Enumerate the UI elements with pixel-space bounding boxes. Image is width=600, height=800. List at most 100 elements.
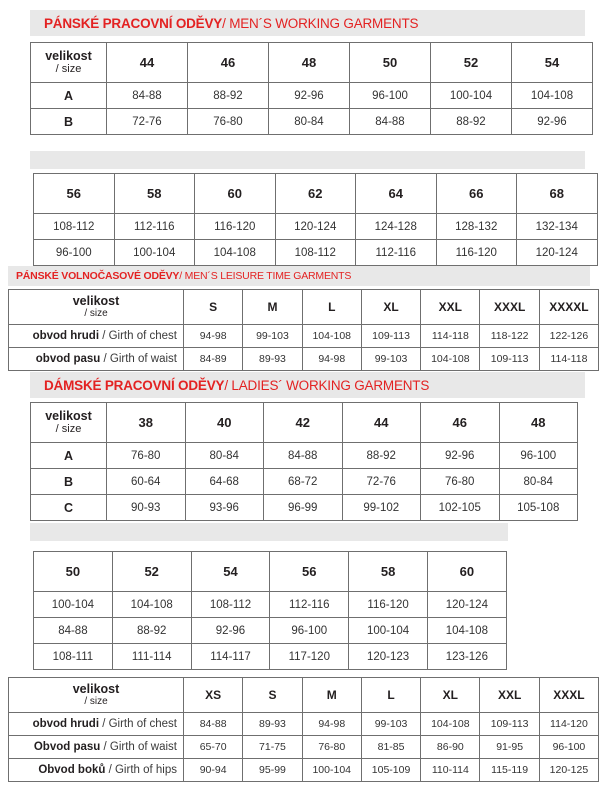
size-header: 60 xyxy=(194,173,276,214)
table-cell: 116-120 xyxy=(194,213,276,240)
header-velikost: velikost / size xyxy=(8,677,184,713)
size-header: 44 xyxy=(106,42,188,83)
table-row: 96-100 100-104 104-108 108-112 112-116 1… xyxy=(33,239,598,266)
table-cell: 99-102 xyxy=(341,494,421,521)
banner-ladies-working-cont xyxy=(30,523,508,541)
table-cell: 84-88 xyxy=(106,82,188,109)
table-cell: 89-93 xyxy=(242,712,303,736)
row-label: B xyxy=(30,468,107,495)
row-label: obvod hrudi / Girth of chest xyxy=(8,712,184,736)
size-header: S xyxy=(242,677,303,713)
table-row: 108-112 112-116 116-120 120-124 124-128 … xyxy=(33,213,598,240)
table-cell: 60-64 xyxy=(106,468,186,495)
banner-title-cz: PÁNSKÉ PRACOVNÍ ODĚVY xyxy=(44,15,223,31)
table-row: A 76-80 80-84 84-88 88-92 92-96 96-100 xyxy=(30,442,578,469)
table-cell: 120-124 xyxy=(516,239,598,266)
row-label-cz: Obvod pasu xyxy=(33,741,101,753)
table-cell: 86-90 xyxy=(420,735,481,759)
table-cell: 76-80 xyxy=(187,108,269,135)
table-cell: 114-118 xyxy=(420,324,481,348)
row-label: B xyxy=(30,108,107,135)
table-cell: 109-113 xyxy=(360,324,422,348)
size-header: 50 xyxy=(33,551,113,592)
table-cell: 84-88 xyxy=(182,712,244,736)
table-cell: 124-128 xyxy=(355,213,437,240)
table-row-header: 56 58 60 62 64 66 68 xyxy=(33,173,598,214)
row-label-cz: obvod hrudi xyxy=(32,718,100,730)
row-label-en: / Girth of hips xyxy=(105,764,177,776)
header-velikost-cz: velikost xyxy=(72,294,120,309)
size-header: 58 xyxy=(113,173,195,214)
table-cell: 92-96 xyxy=(268,82,350,109)
table-cell: 118-122 xyxy=(479,324,540,348)
table-row-header: velikost / size S M L XL XXL XXXL XXXXL xyxy=(8,289,600,325)
table-cell: 80-84 xyxy=(498,468,578,495)
table-cell: 112-116 xyxy=(113,213,195,240)
table-row: obvod pasu / Girth of waist 84-89 89-93 … xyxy=(8,347,600,371)
size-header: 48 xyxy=(498,402,578,443)
size-header: 52 xyxy=(111,551,192,592)
header-velikost-cz: velikost xyxy=(45,408,92,423)
table-ladies-leisure: velikost / size XS S M L XL XXL XXXL obv… xyxy=(8,677,600,782)
table-cell: 104-108 xyxy=(511,82,593,109)
size-header: 48 xyxy=(268,42,350,83)
table-ladies-working-cont: 50 52 54 56 58 60 100-104 104-108 108-11… xyxy=(33,551,507,670)
table-cell: 104-108 xyxy=(194,239,276,266)
header-velikost: velikost / size xyxy=(8,289,184,325)
size-header: 56 xyxy=(269,551,350,592)
table-row-header: velikost / size XS S M L XL XXL XXXL xyxy=(8,677,600,713)
table-cell: 84-89 xyxy=(182,347,244,371)
table-cell: 114-117 xyxy=(190,643,271,670)
table-mens-working-cont: 56 58 60 62 64 66 68 108-112 112-116 116… xyxy=(33,173,598,266)
table-mens-leisure: velikost / size S M L XL XXL XXXL XXXXL … xyxy=(8,289,600,371)
table-cell: 84-88 xyxy=(33,617,113,644)
table-cell: 72-76 xyxy=(106,108,188,135)
size-header: XXL xyxy=(420,289,481,325)
table-row-header: velikost / size 38 40 42 44 46 48 xyxy=(30,402,578,443)
table-cell: 128-132 xyxy=(435,213,517,240)
table-cell: 90-93 xyxy=(106,494,186,521)
row-label: A xyxy=(30,82,107,109)
size-header: 62 xyxy=(274,173,356,214)
table-row: obvod hrudi / Girth of chest 94-98 99-10… xyxy=(8,324,600,348)
table-cell: 71-75 xyxy=(242,735,303,759)
table-cell: 64-68 xyxy=(184,468,264,495)
banner-title-en: / MEN´S WORKING GARMENTS xyxy=(222,15,419,31)
row-label-en: / Girth of waist xyxy=(100,741,178,753)
table-row: obvod hrudi / Girth of chest 84-88 89-93… xyxy=(8,712,600,736)
table-cell: 132-134 xyxy=(516,213,598,240)
size-header: XXXL xyxy=(538,677,600,713)
size-header: 64 xyxy=(355,173,437,214)
table-mens-working: velikost / size 44 46 48 50 52 54 A 84-8… xyxy=(30,42,593,135)
row-label: A xyxy=(30,442,107,469)
size-header: 40 xyxy=(184,402,264,443)
size-header: XXL xyxy=(479,677,540,713)
table-cell: 96-100 xyxy=(33,239,115,266)
table-cell: 105-108 xyxy=(498,494,578,521)
row-label: Obvod boků / Girth of hips xyxy=(8,758,184,782)
header-velikost-cz: velikost xyxy=(72,682,120,697)
table-cell: 95-99 xyxy=(242,758,303,782)
size-header: 38 xyxy=(106,402,186,443)
table-row: B 72-76 76-80 80-84 84-88 88-92 92-96 xyxy=(30,108,593,135)
header-velikost-en: / size xyxy=(55,63,82,76)
row-label: obvod pasu / Girth of waist xyxy=(8,347,184,371)
table-ladies-working: velikost / size 38 40 42 44 46 48 A 76-8… xyxy=(30,402,578,521)
table-cell: 116-120 xyxy=(435,239,517,266)
table-row-header: velikost / size 44 46 48 50 52 54 xyxy=(30,42,593,83)
table-cell: 108-111 xyxy=(33,643,113,670)
table-cell: 88-92 xyxy=(187,82,269,109)
table-row: Obvod pasu / Girth of waist 65-70 71-75 … xyxy=(8,735,600,759)
table-cell: 96-99 xyxy=(263,494,343,521)
header-velikost-en: / size xyxy=(84,308,108,320)
size-header: 52 xyxy=(430,42,512,83)
table-cell: 76-80 xyxy=(420,468,500,495)
header-velikost: velikost / size xyxy=(30,42,107,83)
header-velikost-cz: velikost xyxy=(45,48,92,63)
table-cell: 120-124 xyxy=(426,591,507,618)
table-cell: 122-126 xyxy=(538,324,600,348)
size-header: 42 xyxy=(263,402,343,443)
size-header: 54 xyxy=(190,551,271,592)
banner-title-en: / MEN´S LEISURE TIME GARMENTS xyxy=(179,270,352,282)
